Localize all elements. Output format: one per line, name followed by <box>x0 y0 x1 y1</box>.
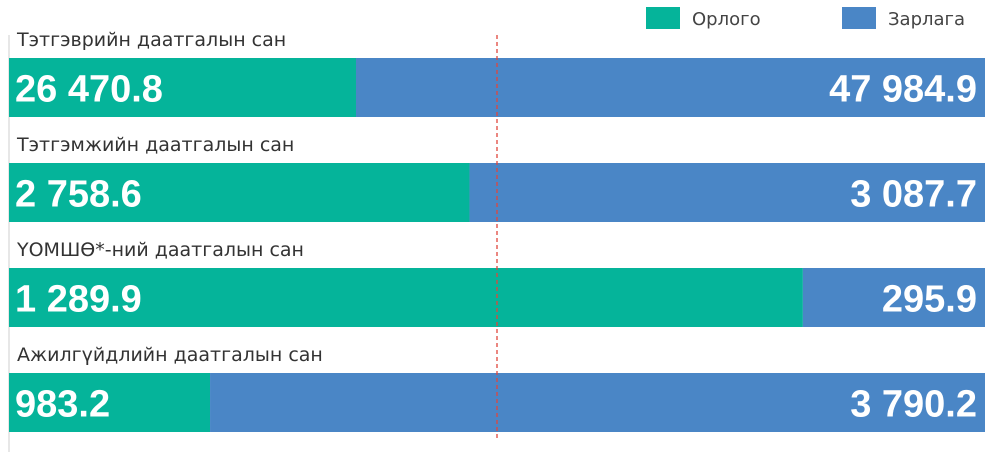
category-label-1: Тэтгэмжийн даатгалын сан <box>16 134 294 156</box>
value-label-income-2: 1 289.9 <box>15 279 142 321</box>
value-label-income-0: 26 470.8 <box>15 69 163 111</box>
category-label-2: ҮОМШӨ*-ний даатгалын сан <box>16 239 304 261</box>
value-label-income-1: 2 758.6 <box>15 174 142 216</box>
category-label-3: Ажилгүйдлийн даатгалын сан <box>17 344 323 366</box>
bar-income-1 <box>9 163 470 222</box>
value-label-expense-3: 3 790.2 <box>850 384 977 426</box>
bar-expense-3 <box>210 373 986 432</box>
legend-label-income: Орлого <box>692 9 761 30</box>
bar-expense-1 <box>469 163 985 222</box>
legend: Орлого Зарлага <box>646 7 965 30</box>
bar-expense-0 <box>355 58 985 117</box>
legend-label-expense: Зарлага <box>888 9 965 30</box>
value-label-income-3: 983.2 <box>15 384 110 426</box>
plot-area: Тэтгэврийн даатгалын сан 26 470.8 47 984.9… <box>9 29 986 440</box>
legend-swatch-income <box>646 7 680 29</box>
bar-income-3 <box>9 373 211 432</box>
bar-income-2 <box>9 268 803 327</box>
legend-swatch-expense <box>842 7 876 29</box>
category-label-0: Тэтгэврийн даатгалын сан <box>16 29 286 51</box>
bar-income-0 <box>9 58 356 117</box>
bar-expense-2 <box>802 268 985 327</box>
value-label-expense-0: 47 984.9 <box>829 69 977 111</box>
value-label-expense-1: 3 087.7 <box>850 174 977 216</box>
value-label-expense-2: 295.9 <box>882 279 977 321</box>
